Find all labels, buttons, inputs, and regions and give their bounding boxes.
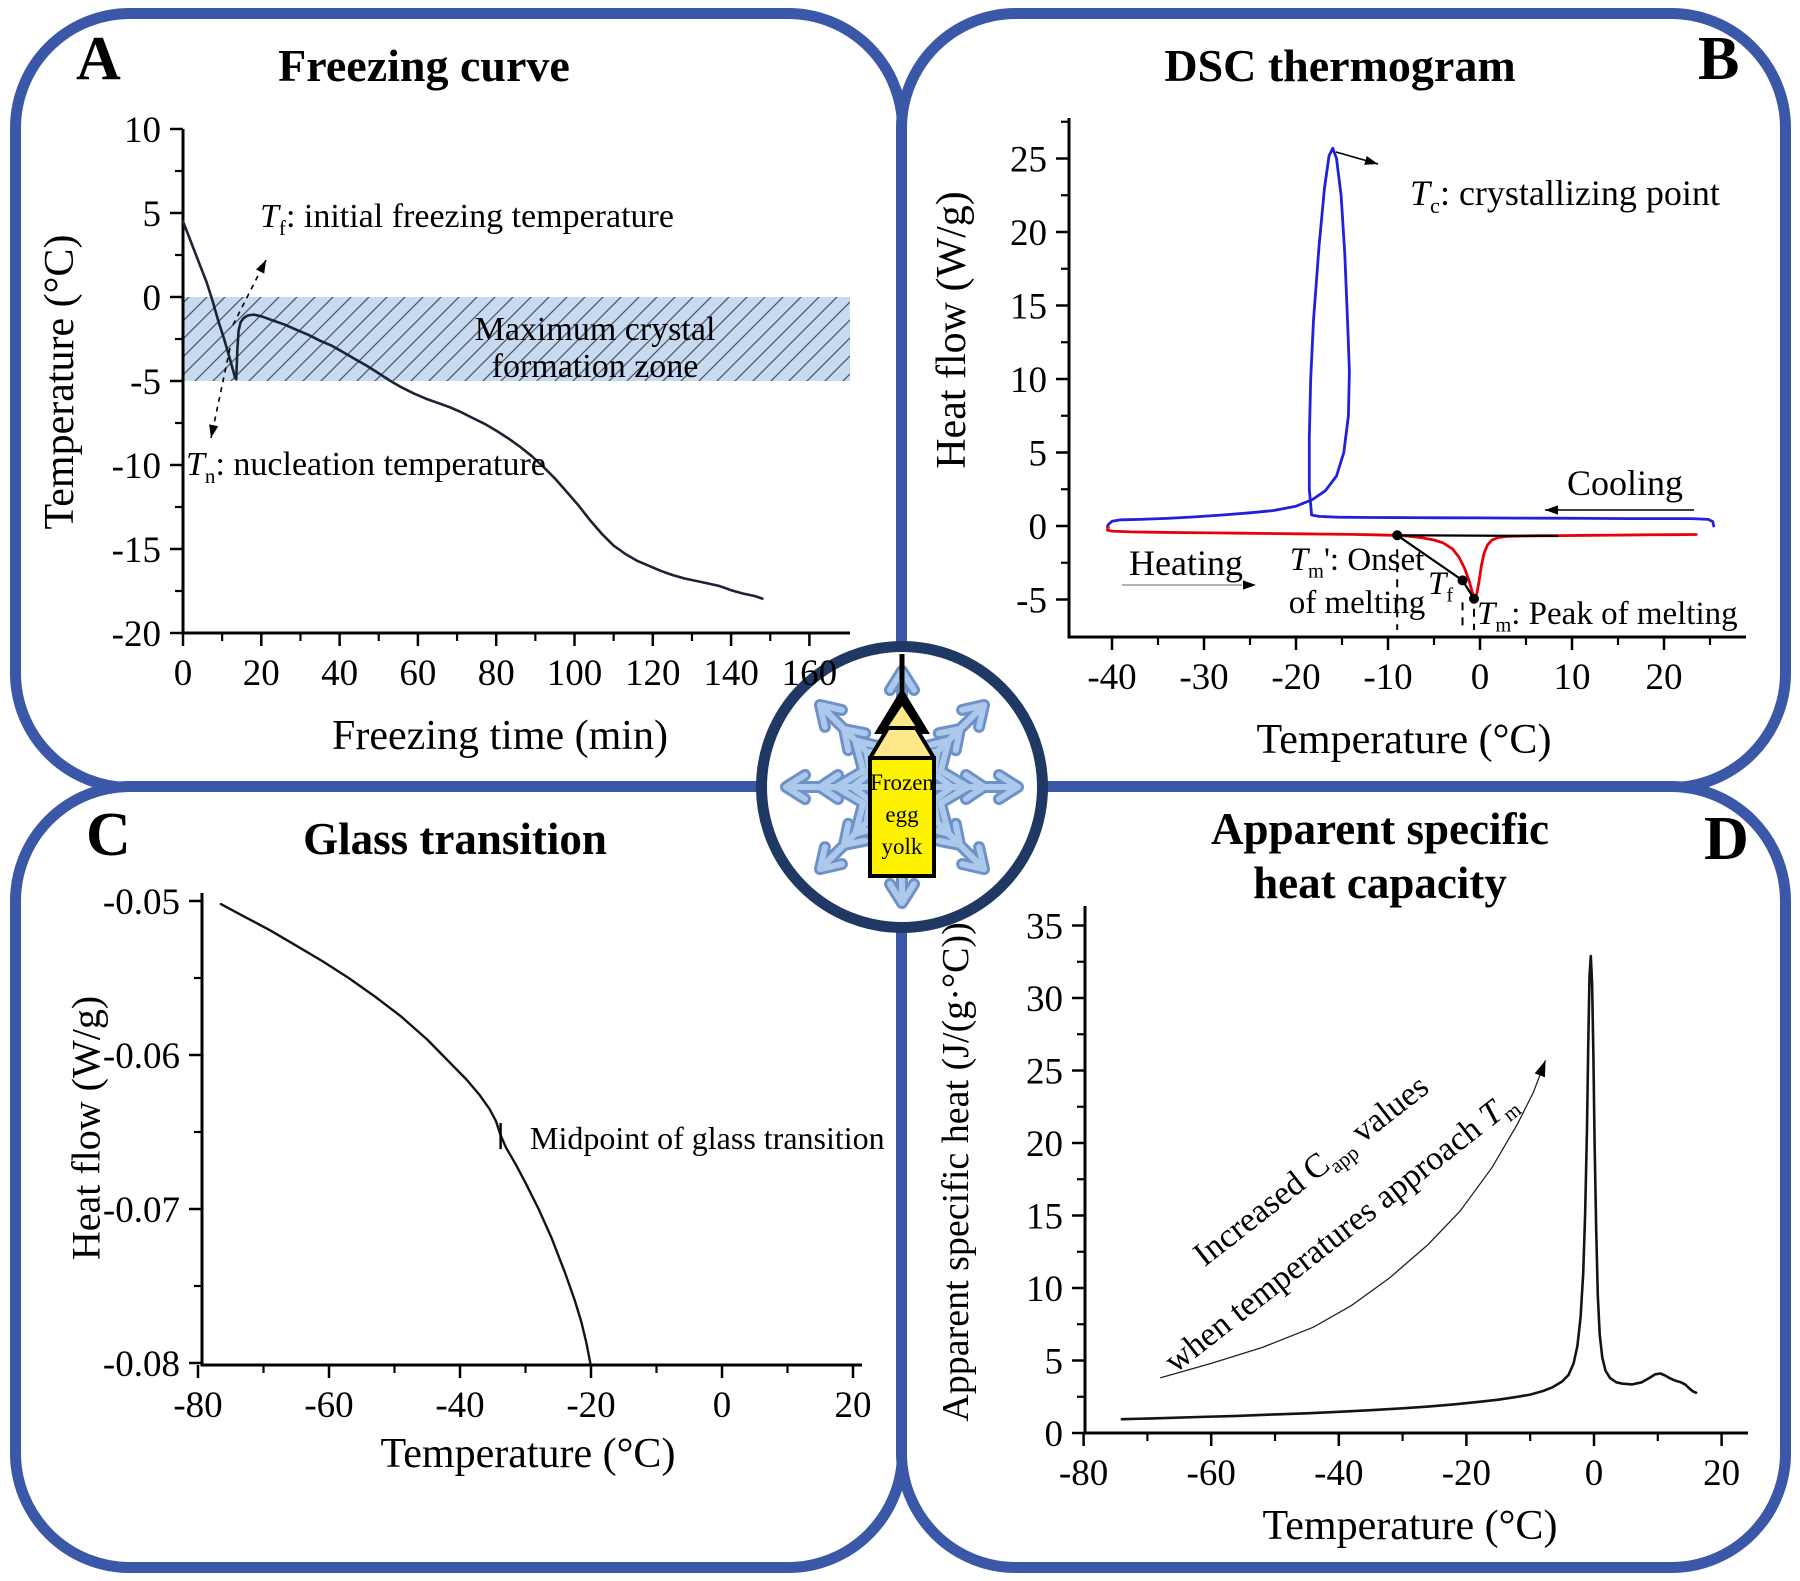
panel-b-dsc-thermogram [896, 8, 1791, 793]
panel-d-title-line2: heat capacity [1253, 858, 1507, 908]
annotation-heating: Heating [1129, 543, 1243, 583]
tf-symbol: T [260, 198, 279, 235]
zone-label-line1: Maximum crystal [474, 311, 716, 348]
tc-sub: c [1430, 193, 1440, 219]
panel-d-x-axis-title: Temperature (°C) [1262, 1503, 1558, 1549]
tf-text: : initial freezing temperature [285, 198, 674, 235]
panel-a-x-axis-title: Freezing time (min) [332, 713, 668, 759]
tm-onset-sub: m [1308, 560, 1324, 583]
panel-letter-a: A [76, 25, 121, 93]
panel-b-title: DSC thermogram [1164, 40, 1516, 91]
annotation-cooling: Cooling [1566, 463, 1684, 503]
panel-a-freezing-curve [10, 8, 908, 793]
annotation-nucleation-temperature: Tn: nucleation temperature [186, 446, 546, 489]
panel-c-x-axis-title: Temperature (°C) [380, 1431, 676, 1477]
panel-a-y-axis-title: Temperature (°C) [37, 234, 83, 530]
panel-d-title-line1: Apparent specific [1211, 804, 1549, 854]
tn-sub: n [204, 463, 216, 488]
b-tf-symbol: T [1428, 566, 1447, 602]
tn-text: : nucleation temperature [215, 446, 546, 483]
tm-onset-symbol: T [1289, 542, 1309, 578]
panel-b-x-axis-title: Temperature (°C) [1256, 717, 1552, 763]
panel-c-y-axis-title: Heat flow (W/g) [63, 995, 109, 1261]
b-tf-sub: f [1446, 584, 1454, 607]
b-tm-symbol: T [1477, 596, 1496, 632]
panel-b-y-axis-title: Heat flow (W/g) [929, 191, 975, 469]
panel-c-title: Glass transition [303, 814, 607, 864]
annotation-tf-point: Tf [1428, 566, 1453, 608]
panel-letter-d: D [1704, 805, 1749, 873]
annotation-max-crystal-zone: Maximum crystal formation zone [474, 311, 716, 385]
panel-letter-b: B [1698, 25, 1740, 93]
panel-d-title: Apparent specific heat capacity [1130, 802, 1630, 910]
annotation-initial-freezing-temperature: Tf: initial freezing temperature [260, 198, 674, 241]
b-tm-sub: m [1495, 614, 1512, 637]
panel-d-y-axis-title: Apparent specific heat (J/(g·°C)) [935, 922, 977, 1422]
annotation-midpoint-glass-transition: Midpoint of glass transition [530, 1120, 885, 1156]
tf-sub: f [278, 215, 286, 240]
annotation-peak-of-melting: Tm: Peak of melting [1477, 596, 1738, 638]
b-tm-text: : Peak of melting [1511, 596, 1738, 632]
tm-onset-line2: of melting [1288, 584, 1426, 621]
panel-a-title: Freezing curve [278, 40, 570, 91]
tc-symbol: T [1410, 173, 1431, 213]
tc-text: : crystallizing point [1439, 173, 1720, 213]
annotation-crystallizing-point: Tc: crystallizing point [1410, 172, 1720, 219]
zone-label-line2: formation zone [491, 347, 699, 385]
panel-letter-c: C [86, 801, 131, 869]
tm-onset-text: ': Onset [1323, 542, 1425, 578]
tn-symbol: T [186, 446, 205, 483]
center-medallion [756, 641, 1048, 933]
annotation-onset-of-melting: Tm': Onset of melting [1289, 541, 1426, 623]
